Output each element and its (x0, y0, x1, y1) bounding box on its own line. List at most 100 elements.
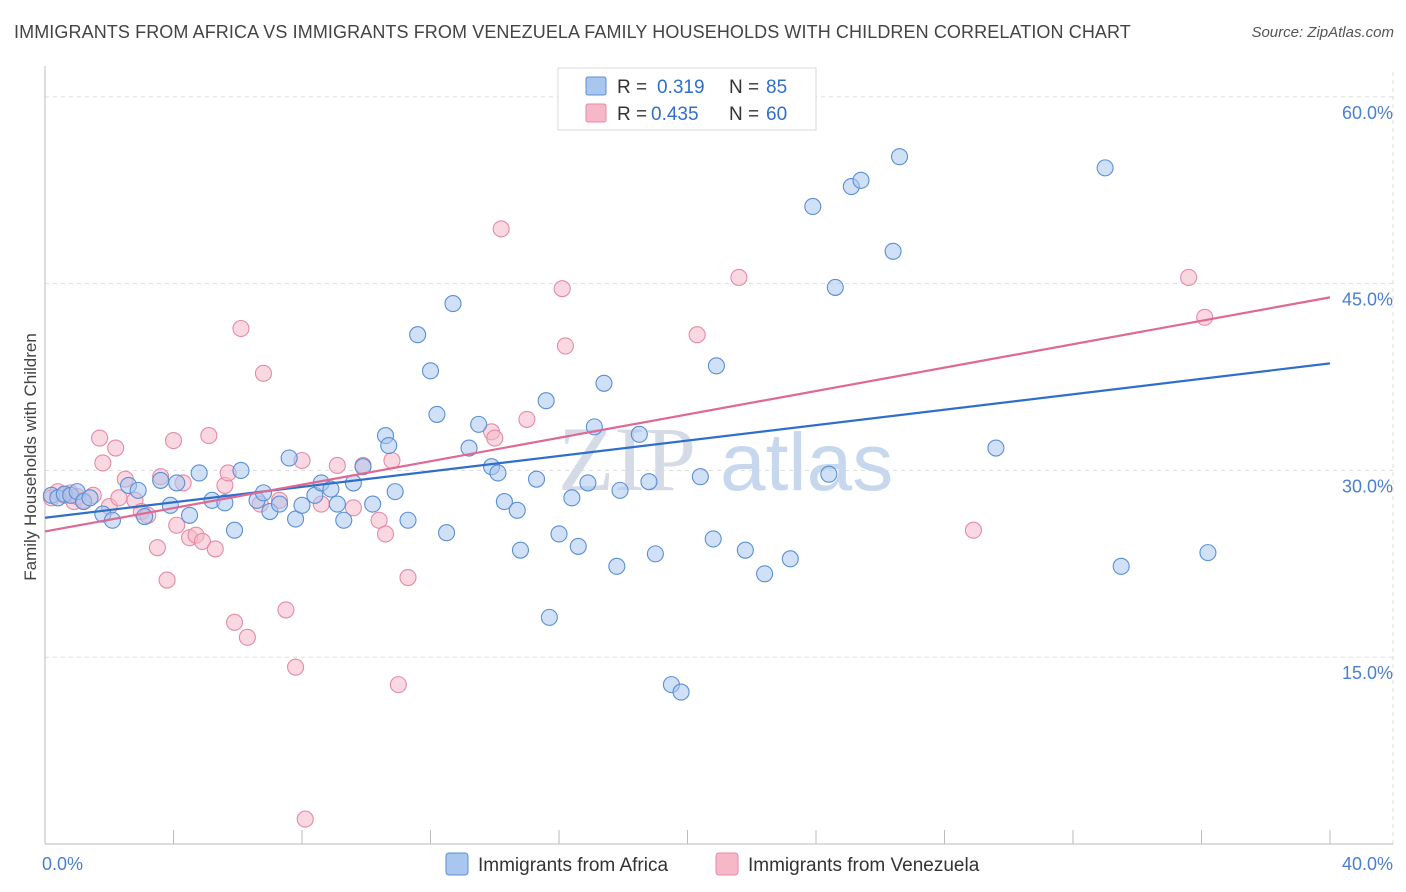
data-point-venezuela (94, 454, 112, 472)
data-point-venezuela (556, 337, 574, 355)
data-point-africa (280, 449, 298, 467)
legend-n-value-africa: 85 (766, 77, 787, 98)
y-tick-label: 30.0% (1342, 476, 1393, 496)
legend-swatch-venezuela (585, 103, 607, 123)
data-point-africa (322, 480, 340, 498)
data-point-venezuela (193, 532, 211, 550)
data-point-venezuela (688, 326, 706, 344)
data-point-africa (364, 495, 382, 513)
source-credit: Source: ZipAtlas.com (1251, 24, 1394, 41)
data-point-africa (489, 464, 507, 482)
data-point-venezuela (1196, 308, 1214, 326)
data-point-africa (890, 148, 909, 166)
data-point-africa (569, 537, 587, 555)
data-point-africa (826, 278, 844, 296)
data-point-africa (852, 171, 870, 189)
data-point-africa (421, 362, 440, 380)
data-point-africa (444, 295, 462, 313)
data-point-africa (820, 465, 838, 483)
data-point-venezuela (91, 429, 109, 447)
data-point-africa (190, 464, 208, 482)
data-point-africa (287, 510, 305, 528)
data-point-africa (399, 511, 417, 529)
chart-title: IMMIGRANTS FROM AFRICA VS IMMIGRANTS FRO… (14, 22, 1131, 42)
data-point-venezuela (518, 410, 536, 428)
data-point-venezuela (399, 568, 417, 587)
data-point-venezuela (344, 499, 362, 517)
data-point-venezuela (158, 571, 176, 589)
data-point-africa (293, 496, 311, 514)
data-point-africa (595, 374, 613, 392)
series-legend-label-africa: Immigrants from Africa (478, 855, 668, 876)
axes: 15.0% 30.0% 45.0% 60.0% 0.0% 40.0% (42, 66, 1393, 874)
legend-n-label-venezuela: N = (729, 104, 759, 125)
data-point-africa (987, 439, 1005, 457)
data-point-africa (1112, 557, 1130, 575)
legend-r-value-africa: 0.319 (657, 77, 705, 98)
data-point-africa (550, 525, 568, 543)
data-point-africa (460, 439, 478, 457)
data-point-africa (81, 489, 99, 507)
data-point-africa (579, 474, 597, 492)
data-point-africa (409, 326, 427, 344)
legend-r-value-venezuela: 0.435 (651, 104, 699, 125)
data-point-africa (428, 405, 446, 423)
data-point-venezuela (148, 539, 166, 557)
data-point-africa (438, 524, 456, 542)
data-point-africa (646, 545, 664, 563)
data-point-venezuela (328, 456, 346, 475)
data-point-africa (608, 557, 626, 575)
y-tick-label: 45.0% (1342, 290, 1393, 310)
data-point-africa (527, 470, 546, 488)
data-point-africa (804, 197, 822, 216)
legend-stats: R = 0.319 N = 85 R = 0.435 N = 60 (557, 67, 817, 131)
data-point-venezuela (296, 810, 314, 828)
watermark: ZIP atlas (558, 408, 893, 510)
data-point-venezuela (1180, 268, 1198, 287)
data-point-africa (354, 458, 372, 476)
data-point-africa (136, 507, 154, 526)
y-axis-title-group: Family Households with Children (21, 333, 40, 581)
data-point-africa (129, 481, 147, 499)
series-legend-label-venezuela: Immigrants from Venezuela (748, 855, 980, 876)
data-point-africa (181, 506, 199, 524)
data-point-africa (511, 541, 530, 559)
data-point-venezuela (225, 613, 244, 631)
data-point-venezuela (238, 628, 256, 646)
data-point-venezuela (383, 451, 401, 470)
data-point-africa (756, 565, 774, 583)
data-point-africa (161, 496, 179, 514)
data-point-africa (611, 481, 629, 499)
data-point-africa (537, 392, 555, 410)
data-point-africa (707, 357, 725, 375)
data-point-africa (380, 436, 398, 455)
y-axis-title: Family Households with Children (21, 333, 40, 581)
data-point-venezuela (370, 511, 388, 529)
data-point-venezuela (168, 516, 186, 534)
data-point-venezuela (376, 525, 395, 543)
x-tick-label-min: 0.0% (42, 854, 83, 874)
data-point-venezuela (206, 540, 224, 558)
data-point-africa (508, 501, 526, 519)
data-point-africa (470, 415, 488, 433)
legend-r-label-africa: R = (617, 77, 647, 98)
data-point-africa (672, 683, 690, 701)
data-point-africa (328, 495, 346, 513)
data-point-africa (1096, 159, 1114, 177)
data-point-africa (152, 471, 170, 489)
y-tick-label: 60.0% (1342, 103, 1393, 123)
data-point-venezuela (254, 364, 273, 382)
data-point-venezuela (287, 658, 305, 676)
data-point-venezuela (553, 280, 571, 298)
trend-line-venezuela (44, 296, 1331, 533)
data-point-venezuela (232, 319, 250, 338)
data-point-africa (386, 483, 404, 501)
series-legend: Immigrants from Africa Immigrants from V… (445, 852, 980, 876)
data-point-africa (704, 530, 722, 548)
data-point-africa (270, 495, 289, 513)
data-point-africa (335, 511, 353, 529)
data-point-venezuela (486, 429, 504, 447)
data-point-venezuela (964, 521, 982, 539)
data-point-africa (640, 473, 658, 491)
